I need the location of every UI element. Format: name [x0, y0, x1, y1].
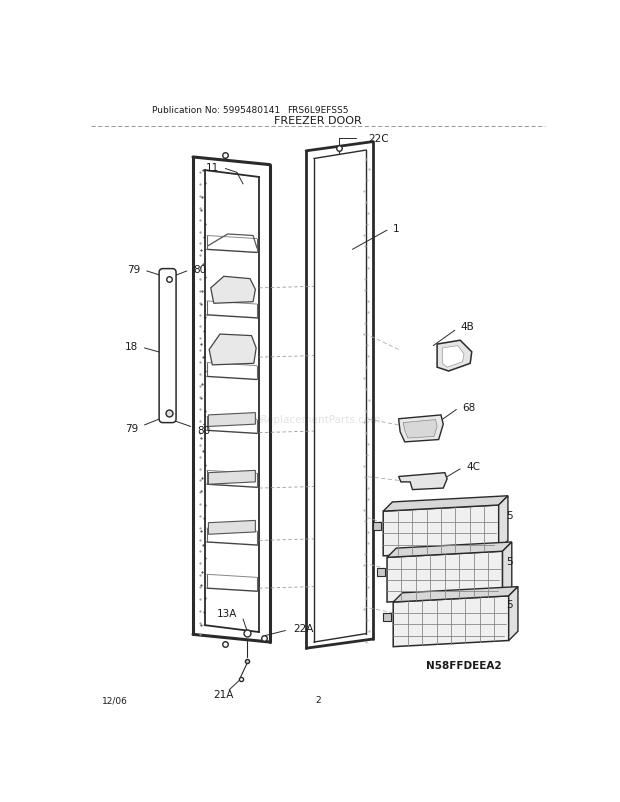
Polygon shape	[387, 542, 512, 557]
Text: 21A: 21A	[214, 690, 234, 699]
Text: Publication No: 5995480141: Publication No: 5995480141	[152, 106, 280, 115]
Polygon shape	[208, 413, 255, 427]
Text: N58FFDEEA2: N58FFDEEA2	[425, 660, 501, 670]
Text: 80: 80	[193, 265, 206, 274]
Text: FREEZER DOOR: FREEZER DOOR	[274, 115, 361, 126]
Polygon shape	[437, 341, 472, 371]
Text: eReplacementParts.com: eReplacementParts.com	[254, 415, 381, 424]
Text: 18: 18	[125, 341, 138, 351]
Polygon shape	[387, 552, 503, 602]
Text: 79: 79	[127, 265, 141, 274]
Text: FRS6L9EFSS5: FRS6L9EFSS5	[287, 106, 348, 115]
Text: 79: 79	[125, 423, 138, 433]
Polygon shape	[443, 346, 464, 367]
Polygon shape	[383, 496, 508, 512]
Polygon shape	[403, 420, 437, 439]
Text: 13A: 13A	[216, 608, 237, 618]
Polygon shape	[393, 587, 518, 602]
Text: 2: 2	[315, 695, 321, 704]
Text: 11: 11	[206, 163, 219, 172]
Text: 68: 68	[463, 403, 476, 413]
Polygon shape	[399, 473, 447, 490]
Polygon shape	[393, 596, 508, 647]
Polygon shape	[208, 471, 255, 484]
Polygon shape	[503, 542, 512, 596]
Text: 22A: 22A	[293, 623, 314, 634]
Polygon shape	[508, 587, 518, 641]
Polygon shape	[211, 277, 255, 304]
Text: 1: 1	[393, 224, 400, 233]
FancyBboxPatch shape	[159, 269, 176, 423]
Polygon shape	[399, 415, 443, 443]
Text: 12/06: 12/06	[102, 695, 128, 704]
Polygon shape	[383, 505, 498, 556]
Text: 4B: 4B	[460, 322, 474, 332]
Text: 4C: 4C	[466, 462, 480, 472]
Polygon shape	[498, 496, 508, 550]
Text: 5: 5	[507, 599, 513, 609]
Polygon shape	[208, 520, 255, 535]
Text: 22C: 22C	[368, 134, 388, 144]
Polygon shape	[209, 334, 256, 366]
Text: 5: 5	[507, 557, 513, 566]
Text: 80: 80	[197, 425, 210, 435]
Text: 5: 5	[507, 510, 513, 520]
